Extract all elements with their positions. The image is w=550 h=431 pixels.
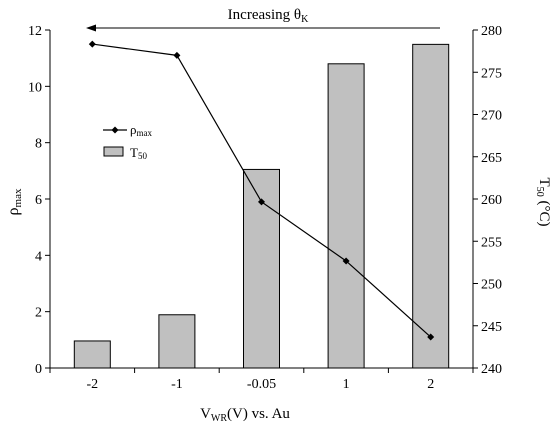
rho-max-point-0 <box>88 40 96 48</box>
y-right-tick-label: 275 <box>481 66 502 81</box>
y-right-tick-label: 255 <box>481 235 502 250</box>
y-left-tick-label: 6 <box>35 193 42 208</box>
legend-label-t50: T50 <box>130 145 147 161</box>
rho-max-point-1 <box>173 51 181 59</box>
y-axis-left-label: ρmax <box>5 188 24 215</box>
bar-1 <box>158 314 196 369</box>
rho-max-point-2 <box>258 198 265 206</box>
chart-title: Increasing θK <box>228 7 309 25</box>
rho-max-point-3 <box>342 257 350 265</box>
title-annotation: Increasing θK <box>86 7 440 32</box>
y-right-tick-label: 245 <box>481 320 502 335</box>
y-right-tick-label: 260 <box>481 193 502 208</box>
y-left-tick-label: 4 <box>35 249 42 264</box>
x-axis-label: VWR(V) vs. Au <box>200 406 290 424</box>
bar-4 <box>412 43 450 369</box>
y-left-tick-label: 2 <box>35 306 42 321</box>
x-tick-label: 1 <box>343 377 350 392</box>
legend-diamond-marker <box>111 126 119 134</box>
y-axis-right-label: T50 (°C) <box>534 178 550 227</box>
y-left-tick-label: 10 <box>28 80 42 95</box>
rho-max-point-4 <box>427 333 435 341</box>
legend: ρmax T50 <box>103 122 152 161</box>
y-right-tick-label: 265 <box>481 151 502 166</box>
y-right-tick-label: 240 <box>481 362 502 377</box>
y-left-tick-label: 8 <box>35 137 42 152</box>
bar-series <box>73 43 450 369</box>
x-tick-label: -1 <box>171 377 183 392</box>
y-left-tick-label: 12 <box>28 24 42 39</box>
y-right-tick-label: 250 <box>481 278 502 293</box>
direction-arrowhead <box>86 24 96 32</box>
bar-3 <box>327 63 365 369</box>
x-tick-label: 2 <box>427 377 434 392</box>
x-tick-label: -2 <box>86 377 98 392</box>
x-tick-label: -0.05 <box>247 377 276 392</box>
y-right-tick-label: 280 <box>481 24 502 39</box>
legend-bar-swatch <box>103 146 124 157</box>
y-left-tick-label: 0 <box>35 362 42 377</box>
legend-label-rho: ρmax <box>130 122 152 138</box>
line-series <box>88 40 435 341</box>
y-right-tick-label: 270 <box>481 109 502 124</box>
bar-0 <box>73 340 111 369</box>
